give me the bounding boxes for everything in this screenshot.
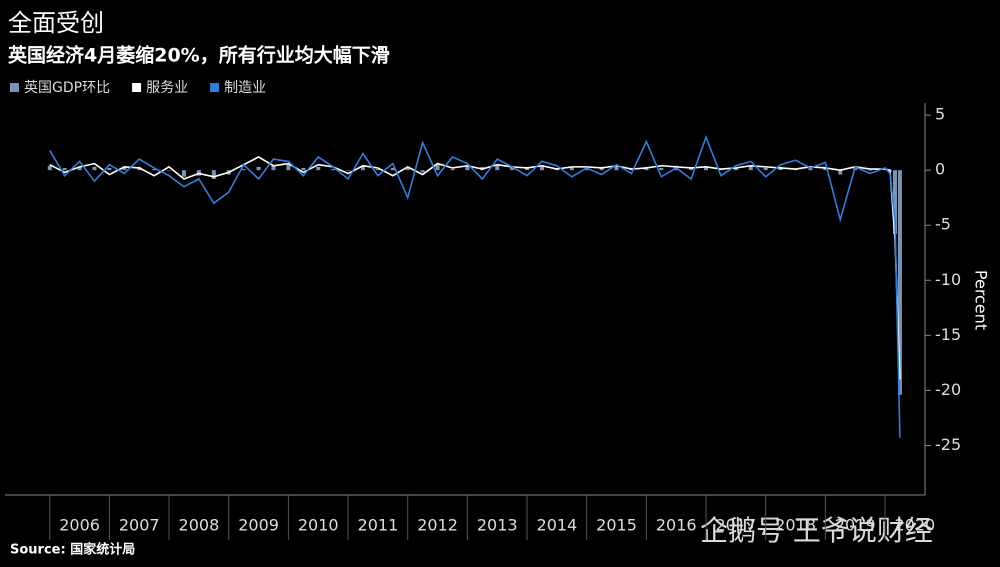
- x-tick-label: 2016: [656, 516, 697, 535]
- x-tick-label: 2020: [894, 516, 935, 535]
- bar: [569, 166, 574, 171]
- legend-label: 服务业: [146, 80, 188, 96]
- bar: [435, 164, 440, 171]
- bar: [405, 166, 410, 171]
- bar: [211, 170, 216, 179]
- bar: [390, 167, 395, 171]
- bar: [316, 166, 321, 171]
- bar: [256, 166, 261, 171]
- bar: [704, 166, 709, 171]
- bar: [897, 170, 902, 395]
- bar: [47, 165, 52, 171]
- bar: [748, 165, 753, 171]
- legend-label: 制造业: [224, 80, 266, 96]
- bar: [510, 166, 515, 171]
- x-tick-label: 2014: [537, 516, 578, 535]
- bar: [614, 165, 619, 171]
- bar: [62, 167, 67, 171]
- source: Source: 国家统计局: [10, 542, 135, 558]
- bar: [301, 167, 306, 171]
- legend-label: 英国GDP环比: [24, 79, 110, 96]
- bar: [868, 170, 873, 171]
- bar: [286, 164, 291, 171]
- chart-subtitle: 英国经济4月萎缩20%，所有行业均大幅下滑: [8, 44, 390, 67]
- bar: [420, 170, 425, 173]
- x-tick-label: 2018: [775, 516, 816, 535]
- watermark: 企鹅号 王爷说财经: [700, 514, 933, 547]
- bar: [107, 167, 112, 171]
- bar: [495, 164, 500, 171]
- x-tick-label: 2009: [238, 516, 279, 535]
- bar: [152, 169, 157, 171]
- y-tick-label: -15: [935, 325, 961, 344]
- line: [49, 134, 901, 438]
- bar: [331, 169, 336, 171]
- x-tick-label: 2013: [477, 516, 518, 535]
- bar: [346, 170, 351, 171]
- x-tick-label: 2011: [358, 516, 399, 535]
- bar: [92, 166, 97, 171]
- bar: [360, 165, 365, 171]
- x-tick-label: 2015: [596, 516, 637, 535]
- legend-swatch: [210, 83, 220, 92]
- bar: [241, 169, 246, 171]
- x-tick-label: 2010: [298, 516, 339, 535]
- x-tick-label: 2007: [119, 516, 160, 535]
- bar: [539, 165, 544, 171]
- y-tick-label: -5: [935, 215, 951, 234]
- x-tick-label: 2012: [417, 516, 458, 535]
- bar: [167, 170, 172, 171]
- x-tick-label: 2008: [179, 516, 220, 535]
- bar: [465, 165, 470, 171]
- bar: [808, 167, 813, 171]
- legend-swatch: [132, 83, 142, 92]
- bar: [584, 167, 589, 171]
- y-tick-label: 0: [935, 160, 945, 179]
- x-tick-label: 2006: [59, 516, 100, 535]
- legend: 英国GDP环比 服务业 制造业: [10, 79, 266, 96]
- bar: [892, 170, 897, 235]
- chart-title: 全面受创: [8, 9, 104, 37]
- bar: [838, 170, 843, 175]
- bar: [763, 167, 768, 171]
- bar: [271, 165, 276, 171]
- x-tick-label: 2019: [835, 516, 876, 535]
- bar: [122, 166, 127, 171]
- y-tick-label: -20: [935, 380, 961, 399]
- line: [49, 156, 901, 380]
- bar: [450, 169, 455, 171]
- x-tick-label: 2017: [716, 516, 757, 535]
- legend-swatch: [10, 83, 19, 92]
- bar: [375, 169, 380, 171]
- y-tick-label: 5: [935, 105, 945, 124]
- bar: [659, 167, 664, 171]
- bar: [77, 166, 82, 171]
- bar: [181, 170, 186, 177]
- y-axis-label: Percent: [972, 270, 991, 330]
- bar: [733, 167, 738, 171]
- y-tick-label: -10: [935, 270, 961, 289]
- y-tick-label: -25: [935, 435, 961, 454]
